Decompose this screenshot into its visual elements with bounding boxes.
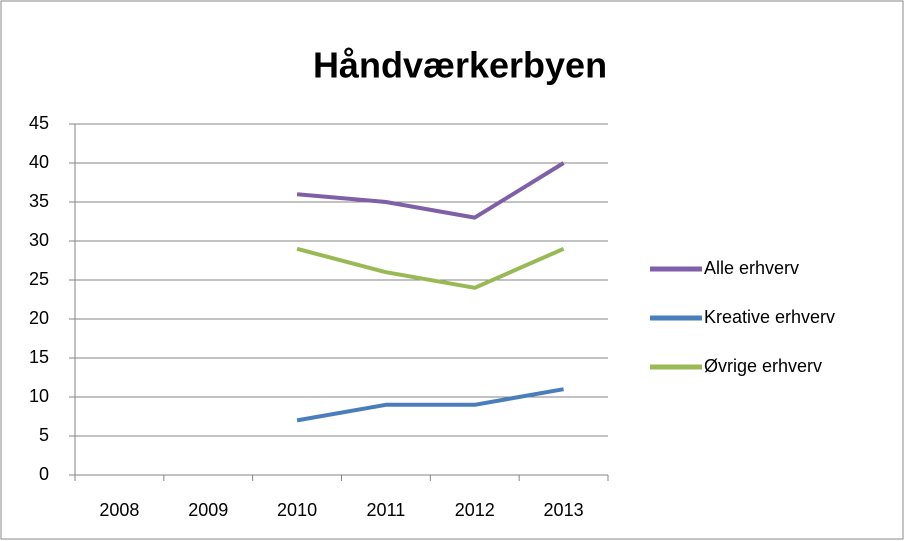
series-line (296, 161, 565, 220)
y-tick-label: 0 (39, 464, 49, 484)
chart-title: Håndværkerbyen (313, 45, 607, 86)
legend-label: Øvrige erhverv (704, 356, 822, 376)
y-tick-label: 25 (29, 269, 49, 289)
y-tick-label: 20 (29, 308, 49, 328)
y-tick-label: 10 (29, 386, 49, 406)
x-tick-label: 2008 (99, 500, 139, 520)
x-tick-label: 2011 (367, 500, 406, 520)
legend-label: Alle erhverv (704, 258, 799, 278)
x-tick-label: 2012 (455, 500, 495, 520)
y-tick-label: 5 (39, 425, 49, 445)
y-tick-label: 15 (29, 347, 49, 367)
x-tick-label: 2009 (188, 500, 228, 520)
x-tick-label: 2013 (544, 500, 584, 520)
x-tick-label: 2010 (277, 500, 317, 520)
y-tick-label: 40 (29, 152, 49, 172)
y-tick-label: 35 (29, 191, 49, 211)
legend-label: Kreative erhverv (704, 307, 835, 327)
y-tick-label: 45 (29, 113, 49, 133)
y-tick-label: 30 (29, 230, 49, 250)
series-line (296, 246, 565, 290)
series-line (296, 387, 564, 423)
